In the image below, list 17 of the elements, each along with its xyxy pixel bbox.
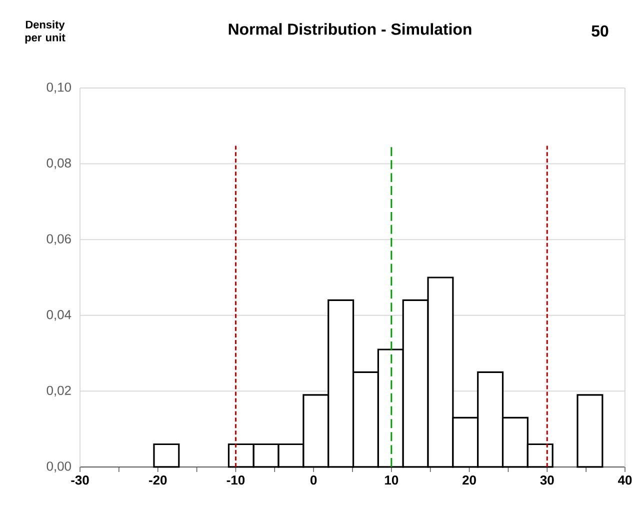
y-tick-label: 0,10 — [46, 82, 71, 94]
x-tick-label: -30 — [71, 476, 89, 485]
text: 50 — [592, 25, 608, 37]
y-tick-label: 0,06 — [46, 234, 71, 245]
y-tick-label: 0,00 — [46, 462, 71, 472]
x-tick-label: -10 — [226, 476, 245, 485]
x-tick-label: -20 — [149, 476, 167, 485]
y-axis-title: Density per unit — [25, 20, 66, 44]
x-tick-label: 0 — [310, 476, 317, 485]
x-tick-label: 30 — [540, 476, 554, 485]
x-tick-label: 40 — [618, 476, 632, 485]
x-tick-label: 20 — [462, 476, 476, 485]
y-tick-label: 0,02 — [46, 386, 71, 397]
chart-title: Normal Distribution - Simulation — [228, 23, 472, 35]
x-tick-label: 10 — [385, 476, 398, 485]
y-tick-label: 0,04 — [46, 310, 72, 321]
y-tick-label: 0,08 — [46, 158, 71, 170]
